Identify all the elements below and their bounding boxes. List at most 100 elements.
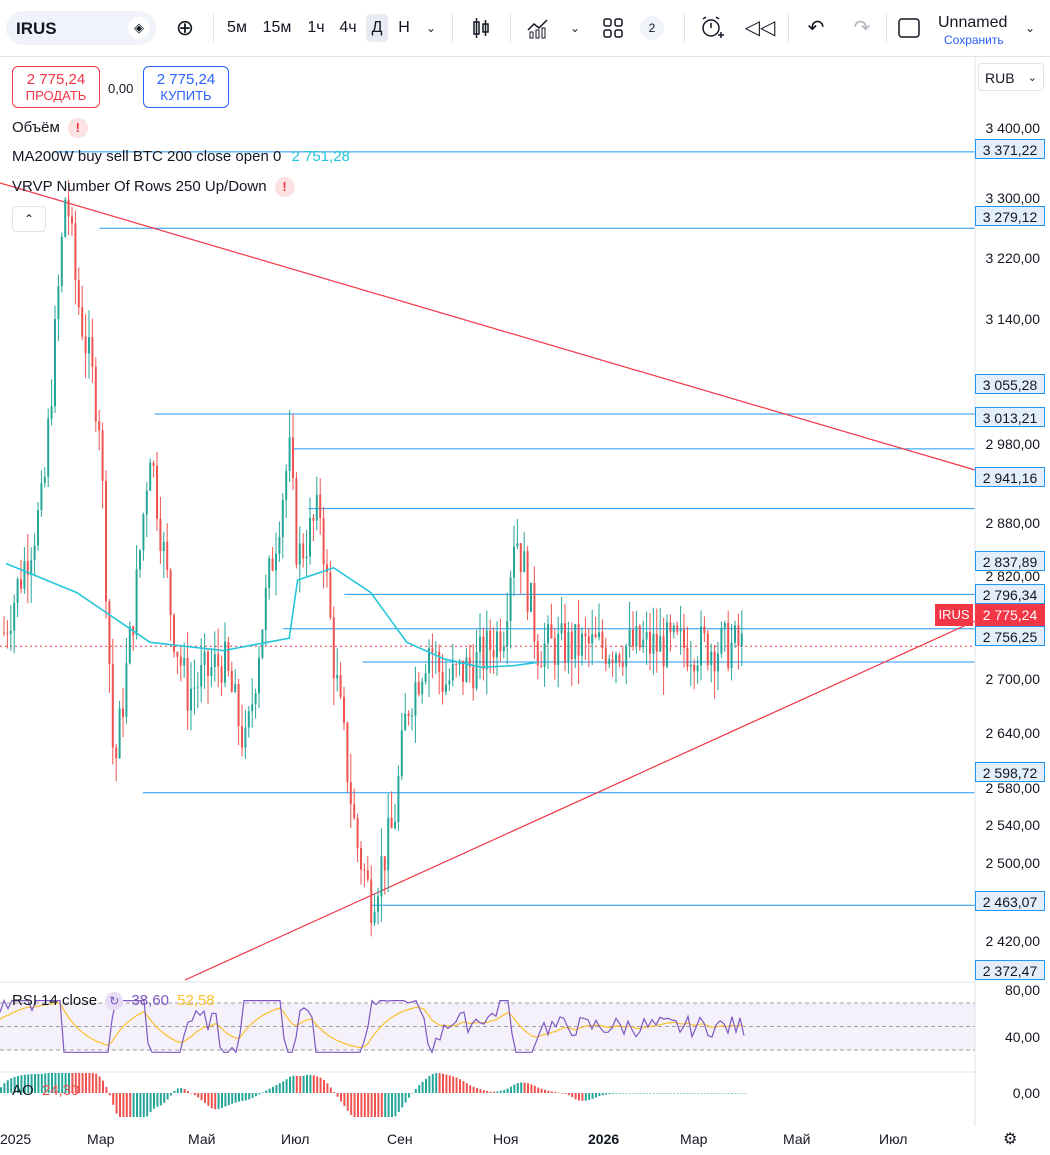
candle-body: [332, 617, 335, 679]
templates-icon[interactable]: [598, 14, 628, 42]
interval-5m[interactable]: 5м: [227, 19, 247, 36]
rsi-legend[interactable]: RSI 14 close ↻ 38,60 52,58: [12, 992, 215, 1011]
compare-icon[interactable]: ◈: [128, 17, 150, 39]
ao-bar: [360, 1093, 363, 1117]
candle-body: [594, 634, 597, 638]
vrvp-legend[interactable]: VRVP Number Of Rows 250 Up/Down!: [12, 177, 295, 197]
ao-bar: [241, 1093, 244, 1101]
candle-body: [479, 636, 481, 653]
interval-1h[interactable]: 1ч: [307, 19, 325, 36]
price-axis-label: 3 140,00: [985, 311, 1041, 327]
interval-4h[interactable]: 4ч: [339, 19, 357, 36]
warning-icon[interactable]: !: [274, 177, 295, 197]
ao-bar: [115, 1093, 118, 1114]
ao-bar: [578, 1093, 580, 1101]
layout-name[interactable]: Unnamed: [938, 14, 1008, 31]
candle-body: [186, 658, 189, 711]
candle-body: [159, 518, 162, 551]
ao-bar: [258, 1093, 261, 1095]
candle-body: [241, 726, 243, 748]
ao-bar: [493, 1091, 495, 1093]
ao-bar: [289, 1076, 291, 1093]
candle-body: [190, 688, 192, 711]
ao-bar: [465, 1083, 468, 1093]
level-label[interactable]: 2 756,25: [975, 626, 1045, 646]
candle-body: [275, 553, 277, 571]
ao-bar: [625, 1093, 628, 1094]
ao-bar: [503, 1089, 506, 1093]
candle-body: [465, 657, 468, 682]
ao-bar: [414, 1088, 417, 1093]
ao-bar: [520, 1082, 523, 1093]
interval-day[interactable]: Д: [366, 14, 388, 42]
currency-select[interactable]: RUB ⌄: [978, 63, 1044, 91]
candle-body: [40, 483, 43, 511]
add-symbol-icon[interactable]: ⊕: [175, 15, 195, 40]
candle-body: [166, 541, 169, 571]
ao-bar: [238, 1093, 240, 1102]
undo-icon[interactable]: ↶: [807, 17, 825, 39]
level-label[interactable]: 3 279,12: [975, 206, 1045, 226]
ao-bar: [251, 1093, 254, 1098]
ao-bar: [445, 1074, 448, 1093]
symbol-name[interactable]: IRUS: [16, 19, 57, 38]
ao-bar: [608, 1093, 611, 1095]
ao-bar: [710, 1093, 713, 1094]
chevron-up-icon: ⌃: [23, 212, 35, 226]
chevron-down-icon[interactable]: ⌄: [1024, 21, 1036, 35]
save-button[interactable]: Сохранить: [944, 33, 1004, 47]
ma-legend[interactable]: MA200W buy sell BTC 200 close open 0 2 7…: [12, 148, 350, 165]
interval-15m[interactable]: 15м: [262, 19, 292, 36]
ao-bar: [190, 1092, 193, 1094]
level-label[interactable]: 2 372,47: [975, 960, 1045, 980]
sell-button[interactable]: 2 775,24 ПРОДАТЬ: [12, 66, 100, 108]
rsi-axis-label: 80,00: [1004, 982, 1040, 998]
level-label[interactable]: 2 598,72: [975, 762, 1045, 782]
candle-body: [472, 666, 475, 689]
candle-body: [615, 654, 617, 664]
interval-week[interactable]: Н: [398, 19, 410, 36]
layout-icon[interactable]: [896, 14, 922, 42]
chart-canvas[interactable]: [0, 56, 1050, 1155]
ao-bar: [302, 1075, 305, 1093]
chevron-down-icon[interactable]: ⌄: [425, 21, 437, 35]
level-label[interactable]: 2 796,34: [975, 584, 1045, 604]
level-label[interactable]: 3 013,21: [975, 407, 1045, 427]
settings-icon[interactable]: ⚙: [1003, 1131, 1018, 1148]
ao-bar: [244, 1093, 247, 1101]
time-axis-label: Июл: [879, 1131, 908, 1147]
candle-body: [717, 653, 719, 672]
ao-bar: [299, 1076, 302, 1093]
ao-bar: [163, 1093, 166, 1103]
chevron-down-icon[interactable]: ⌄: [569, 21, 581, 35]
ao-bar: [595, 1093, 597, 1098]
redo-icon[interactable]: ↷: [853, 17, 871, 39]
ao-bar: [513, 1084, 516, 1093]
level-label[interactable]: 2 837,89: [975, 551, 1045, 571]
warning-icon[interactable]: !: [67, 118, 88, 138]
ao-bar: [275, 1084, 278, 1093]
volume-legend[interactable]: Объём!: [12, 118, 88, 138]
time-axis-label: Мар: [87, 1131, 115, 1147]
indicators-icon[interactable]: [522, 14, 554, 42]
layout-count-badge[interactable]: 2: [640, 16, 664, 40]
ao-bar: [554, 1092, 557, 1093]
candle-body: [553, 638, 556, 665]
level-label[interactable]: 2 941,16: [975, 467, 1045, 487]
level-label[interactable]: 3 371,22: [975, 139, 1045, 159]
ao-bar: [265, 1090, 268, 1093]
alert-icon[interactable]: [696, 14, 728, 42]
ao-bar: [639, 1093, 642, 1094]
ao-bar: [717, 1093, 720, 1094]
ao-bar: [98, 1076, 101, 1093]
buy-button[interactable]: 2 775,24 КУПИТЬ: [143, 66, 229, 108]
collapse-legend-button[interactable]: ⌃: [12, 206, 46, 232]
replay-icon[interactable]: ◁◁: [744, 17, 776, 39]
ao-legend[interactable]: AO 24,30: [12, 1082, 79, 1099]
bar-style-icon[interactable]: [466, 14, 496, 42]
level-label[interactable]: 3 055,28: [975, 374, 1045, 394]
candle-body: [9, 630, 12, 634]
candle-body: [482, 636, 485, 670]
symbol-search[interactable]: IRUS ◈: [6, 11, 156, 45]
level-label[interactable]: 2 463,07: [975, 891, 1045, 911]
